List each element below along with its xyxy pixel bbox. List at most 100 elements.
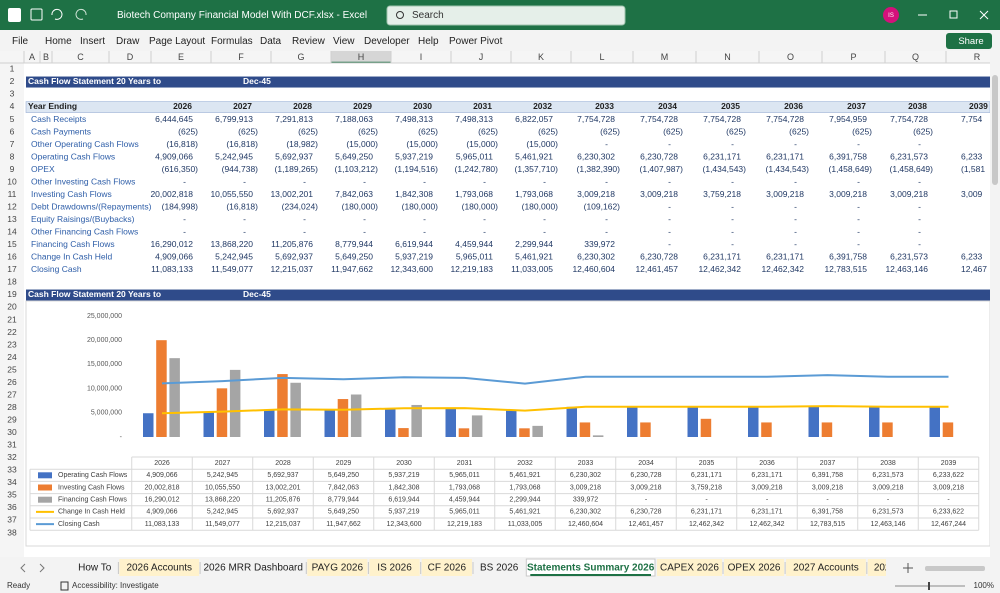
sheet-tab[interactable]: [72, 559, 118, 576]
menu-item[interactable]: Formulas: [211, 36, 253, 47]
row-number[interactable]: 20: [7, 302, 17, 312]
sheet-tab[interactable]: [421, 559, 472, 576]
row-number[interactable]: 29: [7, 414, 17, 424]
column-header[interactable]: J: [479, 52, 484, 62]
save-icon[interactable]: [30, 8, 43, 21]
menu-item[interactable]: Help: [418, 36, 439, 47]
horizontal-scroll-thumb[interactable]: [925, 566, 985, 571]
menu-item[interactable]: Review: [292, 36, 326, 47]
row-number[interactable]: 17: [7, 264, 17, 274]
column-header[interactable]: D: [127, 52, 134, 62]
menu-item[interactable]: Power Pivot: [449, 36, 503, 47]
row-number[interactable]: 10: [7, 176, 17, 186]
sheet-tab-label[interactable]: BS 2026: [480, 563, 519, 574]
column-header[interactable]: M: [661, 52, 669, 62]
column-header[interactable]: R: [974, 52, 981, 62]
column-header[interactable]: G: [297, 52, 304, 62]
sheet-tab[interactable]: [119, 559, 200, 576]
row-number[interactable]: 25: [7, 364, 17, 374]
sheet-tab[interactable]: [786, 559, 866, 576]
vertical-scrollbar[interactable]: [990, 51, 1000, 557]
sheet-tab[interactable]: [657, 559, 722, 576]
row-number[interactable]: 30: [7, 427, 17, 437]
app-icon[interactable]: [8, 8, 21, 22]
column-header[interactable]: K: [538, 52, 544, 62]
column-header[interactable]: A: [29, 52, 35, 62]
row-number[interactable]: 2: [10, 76, 15, 86]
undo-icon[interactable]: [51, 8, 63, 20]
row-number[interactable]: 16: [7, 252, 17, 262]
redo-icon[interactable]: [75, 8, 87, 20]
sheet-tab-label[interactable]: CF 2026: [428, 563, 467, 574]
row-number[interactable]: 31: [7, 440, 17, 450]
column-header[interactable]: F: [238, 52, 244, 62]
row-number[interactable]: 35: [7, 490, 17, 500]
row-number[interactable]: 23: [7, 339, 17, 349]
column-header[interactable]: C: [77, 52, 84, 62]
row-number[interactable]: 34: [7, 477, 17, 487]
sheet-tab-label[interactable]: PAYG 2026: [312, 563, 364, 574]
row-number[interactable]: 8: [10, 151, 15, 161]
row-number[interactable]: 19: [7, 289, 17, 299]
share-button[interactable]: [946, 33, 992, 49]
row-number[interactable]: 13: [7, 214, 17, 224]
search-label[interactable]: Search: [412, 10, 444, 21]
restore[interactable]: [949, 10, 958, 19]
row-number[interactable]: 21: [7, 314, 17, 324]
sheet-tab-label[interactable]: Statements Summary 2026: [527, 563, 655, 574]
sheet-tab[interactable]: [307, 559, 368, 576]
menu-item[interactable]: Insert: [80, 36, 105, 47]
row-number[interactable]: 14: [7, 227, 17, 237]
sheet-tab[interactable]: [369, 559, 420, 576]
column-header[interactable]: B: [43, 52, 49, 62]
row-number[interactable]: 36: [7, 502, 17, 512]
row-number[interactable]: 26: [7, 377, 17, 387]
menu-item[interactable]: Developer: [364, 36, 410, 47]
search-box[interactable]: [386, 5, 626, 26]
sheet-tab[interactable]: [867, 559, 913, 576]
sheet-tab-label[interactable]: OPEX 2026: [728, 563, 781, 574]
sheet-tab[interactable]: [201, 559, 306, 576]
row-number[interactable]: 5: [10, 114, 15, 124]
row-number[interactable]: 33: [7, 465, 17, 475]
menu-item[interactable]: File: [12, 36, 29, 47]
row-number[interactable]: 22: [7, 327, 17, 337]
row-number[interactable]: 15: [7, 239, 17, 249]
accessibility-status[interactable]: Accessibility: Investigate: [72, 581, 159, 590]
menu-item[interactable]: View: [333, 36, 355, 47]
sheet-tab-label[interactable]: 2026 Accounts: [126, 563, 192, 574]
row-number[interactable]: 37: [7, 515, 17, 525]
add-sheet[interactable]: [903, 563, 913, 573]
column-header[interactable]: L: [599, 52, 604, 62]
sheet-tab-label[interactable]: CAPEX 2026: [660, 563, 719, 574]
row-number[interactable]: 32: [7, 452, 17, 462]
sheet-tab-label[interactable]: How To: [78, 563, 112, 574]
column-header[interactable]: N: [724, 52, 731, 62]
close[interactable]: [979, 10, 989, 20]
row-number[interactable]: 4: [10, 101, 15, 111]
sheet-tab-label[interactable]: 2027 Accounts: [793, 563, 859, 574]
row-number[interactable]: 27: [7, 389, 17, 399]
share-label[interactable]: Share: [958, 36, 983, 47]
menu-item[interactable]: Data: [260, 36, 282, 47]
menu-item[interactable]: Home: [45, 36, 72, 47]
zoom-handle[interactable]: [928, 582, 930, 590]
row-number[interactable]: 1: [10, 64, 15, 74]
row-number[interactable]: 6: [10, 126, 15, 136]
sheet-tab[interactable]: [474, 559, 525, 576]
tab-scroll-arrows[interactable]: [20, 563, 45, 573]
menu-item[interactable]: Draw: [116, 36, 140, 47]
column-header[interactable]: E: [178, 52, 184, 62]
sheet-tab[interactable]: [724, 559, 785, 576]
column-header[interactable]: H: [358, 52, 365, 62]
row-number[interactable]: 3: [10, 89, 15, 99]
scroll-thumb[interactable]: [992, 75, 998, 185]
sheet-tab-label[interactable]: 2027 M: [874, 563, 907, 574]
row-number[interactable]: 24: [7, 352, 17, 362]
column-header[interactable]: P: [850, 52, 856, 62]
sheet-tab-label[interactable]: IS 2026: [377, 563, 412, 574]
row-number[interactable]: 38: [7, 527, 17, 537]
column-header[interactable]: I: [420, 52, 423, 62]
row-number[interactable]: 7: [10, 139, 15, 149]
menu-item[interactable]: Page Layout: [149, 36, 205, 47]
